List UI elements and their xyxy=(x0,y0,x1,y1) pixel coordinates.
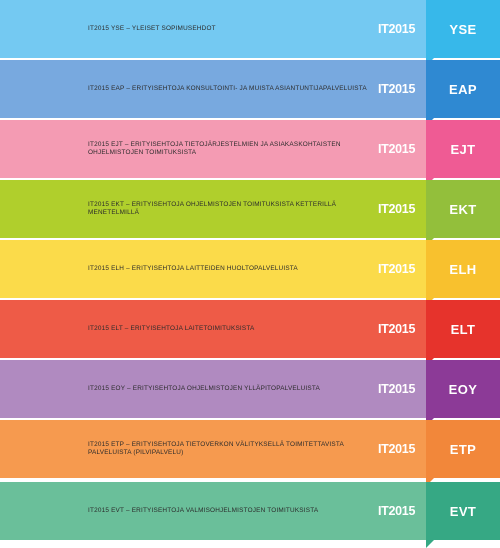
document-code: EKT xyxy=(449,201,477,217)
band-background xyxy=(0,60,426,118)
document-band-eoy[interactable]: IT2015 EOY – ERITYISEHTOJA OHJELMISTOJEN… xyxy=(0,360,500,426)
document-title: IT2015 EKT – ERITYISEHTOJA OHJELMISTOJEN… xyxy=(88,201,337,216)
code-tab xyxy=(426,420,500,478)
document-title: IT2015 EAP – ERITYISEHTOJA KONSULTOINTI-… xyxy=(88,85,367,92)
brand-label: IT2015 xyxy=(378,382,416,396)
document-band-elt[interactable]: IT2015 ELT – ERITYISEHTOJA LAITETOIMITUK… xyxy=(0,300,500,366)
document-band-yse[interactable]: IT2015 YSE – YLEISET SOPIMUSEHDOT IT2015 Y… xyxy=(0,0,500,66)
document-title: IT2015 EOY – ERITYISEHTOJA OHJELMISTOJEN… xyxy=(88,385,320,392)
code-tab xyxy=(426,482,500,540)
brand-label: IT2015 xyxy=(378,202,416,216)
code-tab xyxy=(426,300,500,358)
document-code: ELH xyxy=(449,261,477,277)
brand-label: IT2015 xyxy=(378,22,416,36)
document-title: IT2015 YSE – YLEISET SOPIMUSEHDOT xyxy=(88,25,216,32)
document-title: IT2015 EVT – ERITYISEHTOJA VALMISOHJELMI… xyxy=(88,507,319,514)
band-background xyxy=(0,482,426,540)
document-band-etp[interactable]: IT2015 ETP – ERITYISEHTOJA TIETOVERKON V… xyxy=(0,420,500,486)
code-tab xyxy=(426,0,500,58)
code-tab xyxy=(426,180,500,238)
brand-label: IT2015 xyxy=(378,322,416,336)
brand-label: IT2015 xyxy=(378,262,416,276)
document-band-ejt[interactable]: IT2015 EJT – ERITYISEHTOJA TIETOJÄRJESTE… xyxy=(0,120,500,186)
document-code: ELT xyxy=(450,321,476,337)
document-title: IT2015 ELH – ERITYISEHTOJA LAITTEIDEN HU… xyxy=(88,265,298,272)
band-background xyxy=(0,240,426,298)
brand-label: IT2015 xyxy=(378,82,416,96)
document-code: EJT xyxy=(450,141,476,157)
document-band-eap[interactable]: IT2015 EAP – ERITYISEHTOJA KONSULTOINTI-… xyxy=(0,60,500,126)
code-tab xyxy=(426,240,500,298)
tab-pointer-icon xyxy=(426,540,434,548)
document-band-evt[interactable]: IT2015 EVT – ERITYISEHTOJA VALMISOHJELMI… xyxy=(0,482,500,548)
band-background xyxy=(0,420,426,478)
brand-label: IT2015 xyxy=(378,504,416,518)
document-title: IT2015 ETP – ERITYISEHTOJA TIETOVERKON V… xyxy=(88,441,344,456)
document-title: IT2015 ELT – ERITYISEHTOJA LAITETOIMITUK… xyxy=(88,325,255,332)
document-band-ekt[interactable]: IT2015 EKT – ERITYISEHTOJA OHJELMISTOJEN… xyxy=(0,180,500,246)
document-band-elh[interactable]: IT2015 ELH – ERITYISEHTOJA LAITTEIDEN HU… xyxy=(0,240,500,306)
code-tab xyxy=(426,60,500,118)
brand-label: IT2015 xyxy=(378,142,416,156)
document-code: ETP xyxy=(449,441,477,457)
band-background xyxy=(0,360,426,418)
band-background xyxy=(0,0,426,58)
document-title: IT2015 EJT – ERITYISEHTOJA TIETOJÄRJESTE… xyxy=(88,141,341,156)
band-background xyxy=(0,300,426,358)
band-background xyxy=(0,120,426,178)
code-tab xyxy=(426,120,500,178)
document-code: YSE xyxy=(449,21,477,37)
document-code: EAP xyxy=(449,81,477,97)
code-tab xyxy=(426,360,500,418)
band-background xyxy=(0,180,426,238)
document-code: EVT xyxy=(449,503,477,519)
brand-label: IT2015 xyxy=(378,442,416,456)
document-code: EOY xyxy=(448,381,478,397)
